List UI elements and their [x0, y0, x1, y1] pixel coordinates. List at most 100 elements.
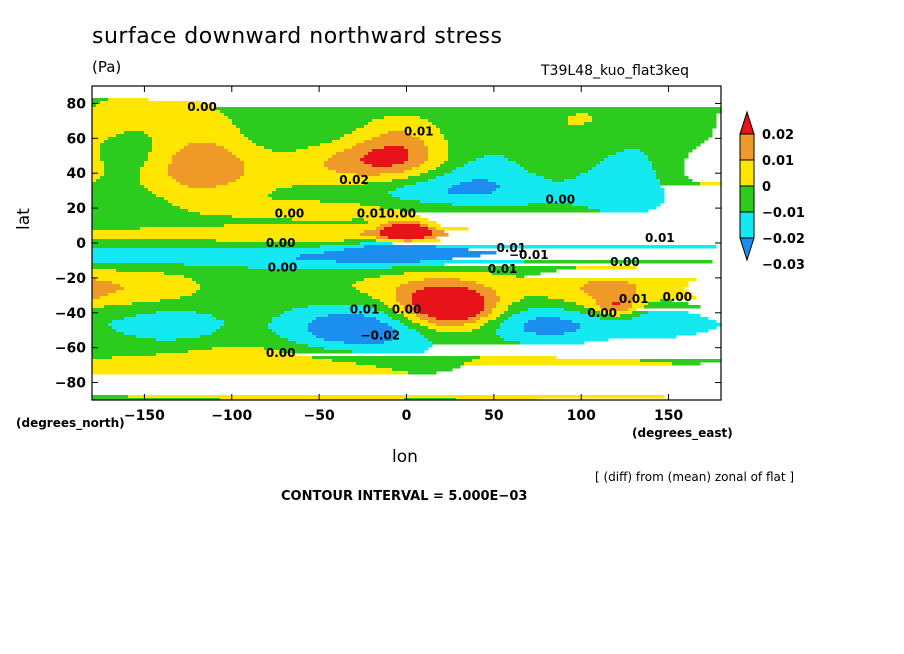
- field-cell: [200, 335, 281, 339]
- field-cell: [136, 335, 201, 339]
- field-cell: [492, 287, 581, 291]
- field-cell: [232, 122, 369, 126]
- field-cell: [404, 131, 441, 135]
- colorbar-swatch: [739, 185, 755, 213]
- field-cell: [380, 230, 433, 234]
- field-cell: [516, 161, 601, 165]
- field-cell: [124, 131, 145, 135]
- field-cell: [576, 302, 597, 306]
- field-cell: [528, 170, 589, 174]
- field-cell: [116, 329, 217, 333]
- field-cell: [136, 314, 213, 318]
- field-cell: [508, 308, 529, 312]
- field-cell: [360, 233, 381, 237]
- field-cell: [360, 290, 397, 294]
- field-cell: [92, 167, 105, 171]
- field-cell: [636, 293, 693, 297]
- contour-label: 0.00: [187, 100, 217, 114]
- field-cell: [420, 332, 497, 336]
- field-cell: [416, 305, 485, 309]
- field-cell: [152, 137, 249, 141]
- field-cell: [188, 209, 401, 213]
- field-cell: [92, 125, 237, 129]
- field-cell: [420, 323, 437, 327]
- field-cell: [396, 332, 421, 336]
- field-cell: [516, 275, 525, 279]
- field-cell: [548, 296, 593, 300]
- field-cell: [384, 311, 397, 315]
- field-cell: [592, 119, 717, 123]
- field-cell: [176, 152, 233, 156]
- field-cell: [444, 161, 469, 165]
- field-cell: [220, 110, 721, 114]
- field-cell: [328, 314, 365, 318]
- field-cell: [496, 293, 589, 297]
- field-cell: [316, 335, 397, 339]
- contour-labels: 0.000.010.020.000.00 0.01 0.000.010.00 0.01…: [187, 100, 692, 360]
- field-cell: [544, 176, 577, 180]
- field-cell: [100, 158, 149, 162]
- field-cell: [96, 278, 193, 282]
- field-cell: [420, 173, 445, 177]
- field-cell: [452, 170, 529, 174]
- field-cell: [92, 290, 117, 294]
- y-tick-label: −60: [55, 341, 86, 357]
- field-cell: [420, 260, 525, 264]
- field-cell: [608, 155, 649, 159]
- field-cell: [376, 236, 389, 240]
- field-cell: [592, 314, 613, 318]
- field-cell: [396, 329, 417, 333]
- field-cell: [456, 167, 525, 171]
- field-cell: [496, 302, 513, 306]
- field-cell: [152, 149, 181, 153]
- field-cell: [116, 290, 197, 294]
- field-cell: [564, 308, 593, 312]
- field-cell: [440, 128, 713, 132]
- field-cell: [92, 326, 113, 330]
- field-cell: [224, 320, 273, 324]
- field-cell: [332, 155, 365, 159]
- field-cell: [448, 140, 705, 144]
- field-cell: [392, 194, 665, 198]
- field-cell: [164, 272, 405, 276]
- field-cell: [272, 197, 401, 201]
- field-cell: [180, 206, 381, 210]
- field-cell: [92, 245, 321, 249]
- field-cell: [92, 233, 361, 237]
- field-cell: [368, 221, 389, 225]
- field-cell: [432, 230, 445, 234]
- field-cell: [292, 308, 377, 312]
- field-cell: [432, 233, 449, 237]
- field-cell: [244, 170, 337, 174]
- field-cell: [392, 266, 577, 270]
- field-cell: [152, 191, 273, 195]
- field-cell: [588, 170, 657, 174]
- field-cell: [404, 398, 457, 400]
- field-cell: [496, 290, 585, 294]
- field-cell: [456, 398, 537, 400]
- field-cell: [424, 278, 461, 282]
- x-tick-label: 150: [654, 408, 683, 424]
- field-cell: [408, 152, 429, 156]
- field-cell: [244, 167, 329, 171]
- field-cell: [336, 170, 405, 174]
- field-cell: [92, 371, 409, 375]
- field-cell: [148, 188, 277, 192]
- field-cell: [380, 206, 589, 210]
- field-cell: [336, 260, 421, 264]
- field-cell: [584, 284, 637, 288]
- field-cell: [296, 341, 345, 345]
- field-cell: [372, 119, 429, 123]
- field-cell: [448, 155, 485, 159]
- field-cell: [124, 332, 213, 336]
- field-cell: [404, 314, 417, 318]
- field-cell: [92, 212, 201, 216]
- field-cell: [312, 332, 397, 336]
- field-cell: [632, 296, 697, 300]
- field-cell: [92, 260, 337, 264]
- field-cell: [376, 227, 385, 231]
- field-cell: [632, 317, 709, 321]
- x-tick-label: −150: [124, 408, 165, 424]
- field-cell: [592, 296, 633, 300]
- y-tick-label: 60: [67, 131, 87, 147]
